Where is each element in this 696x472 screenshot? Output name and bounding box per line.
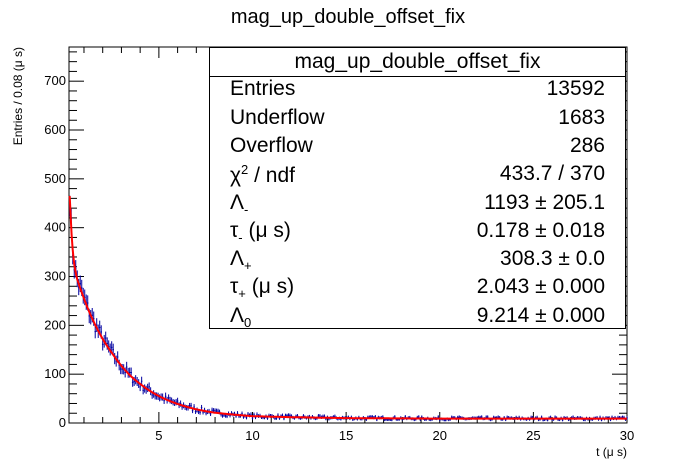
stats-value-underflow: 1683 (558, 106, 605, 129)
y-tick-label: 600 (44, 122, 66, 137)
stats-label-lambda-zero: Λ0 (230, 304, 252, 331)
stats-row-lambda-minus: Λ- 1193 ± 205.1 (210, 191, 625, 220)
x-tick-label: 5 (155, 428, 162, 443)
stats-label-lambda-plus: Λ+ (230, 247, 252, 274)
stats-label-chi2: χ2 / ndf (230, 162, 295, 187)
y-tick-label: 700 (44, 73, 66, 88)
stats-row-chi2: χ2 / ndf 433.7 / 370 (210, 162, 625, 191)
stats-label-overflow: Overflow (230, 134, 313, 157)
stats-row-underflow: Underflow 1683 (210, 106, 625, 135)
y-tick-label: 200 (44, 317, 66, 332)
y-tick-label: 0 (59, 415, 66, 430)
stats-label-entries: Entries (230, 77, 296, 100)
stats-row-tau-minus: τ- (μ s) 0.178 ± 0.018 (210, 219, 625, 248)
x-tick-label: 30 (620, 428, 634, 443)
stats-row-overflow: Overflow 286 (210, 134, 625, 163)
stats-value-tau-plus: 2.043 ± 0.000 (476, 275, 605, 298)
stats-value-lambda-plus: 308.3 ± 0.0 (500, 247, 605, 270)
stats-value-chi2: 433.7 / 370 (499, 162, 605, 185)
y-tick-label: 300 (44, 269, 66, 284)
chart-title: mag_up_double_offset_fix (230, 6, 466, 28)
stats-value-lambda-minus: 1193 ± 205.1 (484, 191, 605, 214)
y-axis-label: Entries / 0.08 (μ s) (11, 47, 25, 145)
stats-label-lambda-minus: Λ- (230, 191, 249, 218)
x-tick-label: 20 (433, 428, 447, 443)
y-tick-label: 100 (44, 366, 66, 381)
stats-row-lambda-zero: Λ0 9.214 ± 0.000 (210, 304, 625, 333)
y-tick-label: 500 (44, 171, 66, 186)
fit-curve (68, 195, 627, 420)
stats-value-tau-minus: 0.178 ± 0.018 (476, 219, 605, 242)
stats-row-entries: Entries 13592 (210, 77, 625, 106)
stats-label-tau-minus: τ- (μ s) (230, 219, 291, 246)
stats-value-entries: 13592 (546, 77, 605, 100)
stats-row-lambda-plus: Λ+ 308.3 ± 0.0 (210, 247, 625, 276)
x-tick-label: 25 (526, 428, 540, 443)
stats-label-underflow: Underflow (230, 106, 325, 129)
stats-value-overflow: 286 (569, 134, 605, 157)
y-tick-label: 400 (44, 220, 66, 235)
x-tick-label: 10 (245, 428, 259, 443)
stats-label-tau-plus: τ+ (μ s) (230, 275, 295, 302)
stats-value-lambda-zero: 9.214 ± 0.000 (476, 304, 605, 327)
x-tick-label: 15 (339, 428, 353, 443)
stats-box: mag_up_double_offset_fix Entries 13592 U… (209, 47, 626, 330)
stats-row-tau-plus: τ+ (μ s) 2.043 ± 0.000 (210, 275, 625, 304)
stats-title: mag_up_double_offset_fix (210, 48, 625, 77)
x-axis-label: t (μ s) (596, 445, 627, 459)
